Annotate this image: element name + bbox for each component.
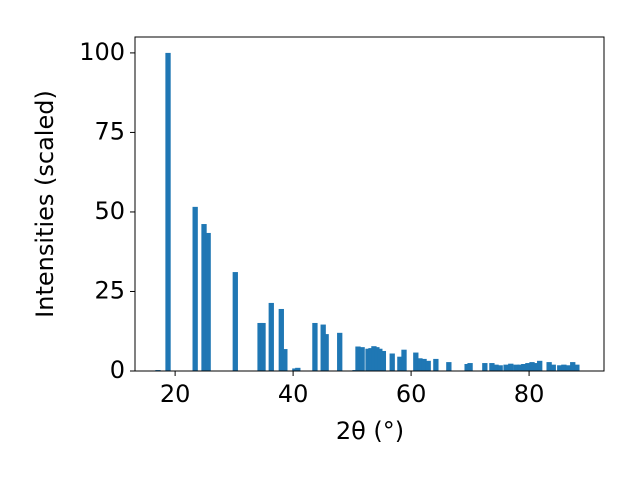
bar bbox=[397, 356, 403, 371]
bar bbox=[371, 346, 377, 371]
bar bbox=[165, 52, 171, 372]
bar bbox=[413, 352, 419, 371]
bar bbox=[380, 350, 387, 371]
bar bbox=[401, 349, 407, 371]
bar bbox=[260, 322, 266, 371]
bar bbox=[513, 364, 519, 371]
bar bbox=[574, 364, 580, 371]
bar bbox=[320, 324, 326, 371]
bar bbox=[295, 367, 301, 371]
bar bbox=[529, 362, 535, 371]
y-tick-label: 0 bbox=[110, 356, 125, 384]
bar bbox=[497, 365, 503, 371]
bar bbox=[323, 334, 329, 371]
y-tick-label: 75 bbox=[94, 117, 125, 145]
bar bbox=[374, 347, 380, 371]
bar bbox=[312, 322, 318, 371]
bar bbox=[257, 322, 263, 371]
bar bbox=[557, 365, 563, 371]
bar bbox=[565, 365, 571, 371]
bar bbox=[377, 348, 383, 371]
bar bbox=[546, 362, 552, 371]
bar bbox=[489, 363, 495, 371]
bar bbox=[278, 308, 284, 371]
y-axis-label: Intensities (scaled) bbox=[31, 90, 59, 318]
bar bbox=[493, 364, 499, 371]
x-axis-label: 2θ (°) bbox=[336, 417, 404, 445]
bar bbox=[389, 353, 395, 371]
x-tick-label: 60 bbox=[396, 380, 427, 408]
x-tick-label: 80 bbox=[514, 380, 545, 408]
y-tick-label: 50 bbox=[94, 197, 125, 225]
bar bbox=[192, 206, 198, 371]
bar bbox=[425, 360, 431, 371]
bar bbox=[537, 360, 543, 371]
bar bbox=[533, 363, 539, 371]
y-tick-label: 100 bbox=[79, 38, 125, 66]
bar bbox=[446, 362, 452, 371]
x-tick-label: 40 bbox=[278, 380, 309, 408]
bar bbox=[570, 362, 576, 371]
bar bbox=[421, 358, 427, 371]
x-tick-label: 20 bbox=[160, 380, 191, 408]
bar bbox=[417, 358, 423, 371]
bar bbox=[433, 358, 439, 371]
bar bbox=[205, 232, 211, 371]
bar bbox=[359, 347, 365, 371]
bar bbox=[282, 349, 288, 371]
bar bbox=[517, 364, 523, 371]
bar bbox=[467, 363, 473, 371]
bar bbox=[521, 364, 527, 371]
bar bbox=[464, 364, 470, 371]
bar bbox=[508, 363, 514, 371]
bar bbox=[292, 368, 298, 371]
y-tick-label: 25 bbox=[94, 276, 125, 304]
bar bbox=[550, 364, 556, 371]
bar bbox=[232, 272, 238, 371]
bar bbox=[355, 346, 361, 371]
bar bbox=[337, 332, 343, 371]
bar bbox=[201, 224, 207, 371]
bar bbox=[525, 363, 531, 371]
bar bbox=[503, 364, 509, 371]
bar bbox=[268, 302, 274, 371]
bar bbox=[368, 348, 374, 371]
bar bbox=[365, 348, 371, 371]
bar bbox=[561, 364, 567, 371]
bar bbox=[482, 363, 488, 371]
plot-frame bbox=[134, 36, 605, 372]
